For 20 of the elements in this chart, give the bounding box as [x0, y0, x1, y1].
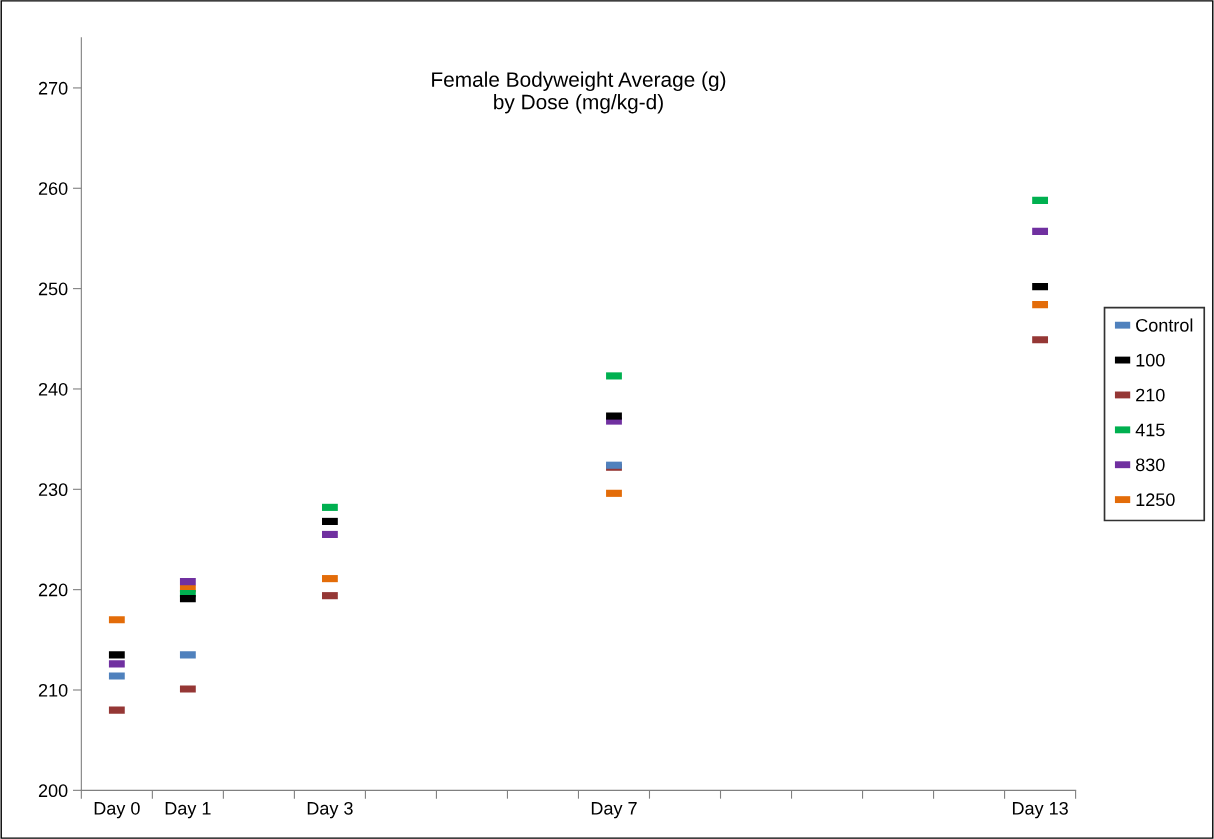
- legend-label: 100: [1136, 353, 1165, 367]
- x-tick-label: Day 0: [94, 801, 140, 819]
- x-tick-label: Day 7: [591, 802, 637, 819]
- text: Female Bodyweight Average (g) by Dose (mg/kg-d): [432, 71, 726, 114]
- y-tick-label: 260: [38, 182, 68, 195]
- y-tick-label: 210: [38, 683, 68, 697]
- x-tick-label: Day 3: [307, 801, 353, 819]
- y-tick-label: 250: [38, 282, 68, 296]
- y-tick-label: 230: [38, 483, 68, 497]
- legend-label: 830: [1136, 458, 1165, 472]
- x-tick-label: Day 13: [1012, 801, 1068, 819]
- legend-label: 1250: [1136, 493, 1175, 507]
- legend-label: 210: [1136, 388, 1165, 402]
- y-tick-label: 270: [38, 81, 68, 95]
- y-tick-label: 240: [38, 382, 68, 396]
- y-tick-label: 200: [38, 784, 68, 798]
- legend-label: 415: [1135, 423, 1165, 437]
- y-tick-label: 220: [38, 583, 68, 597]
- x-tick-label: Day 1: [165, 802, 211, 819]
- legend-label: Control: [1136, 318, 1193, 332]
